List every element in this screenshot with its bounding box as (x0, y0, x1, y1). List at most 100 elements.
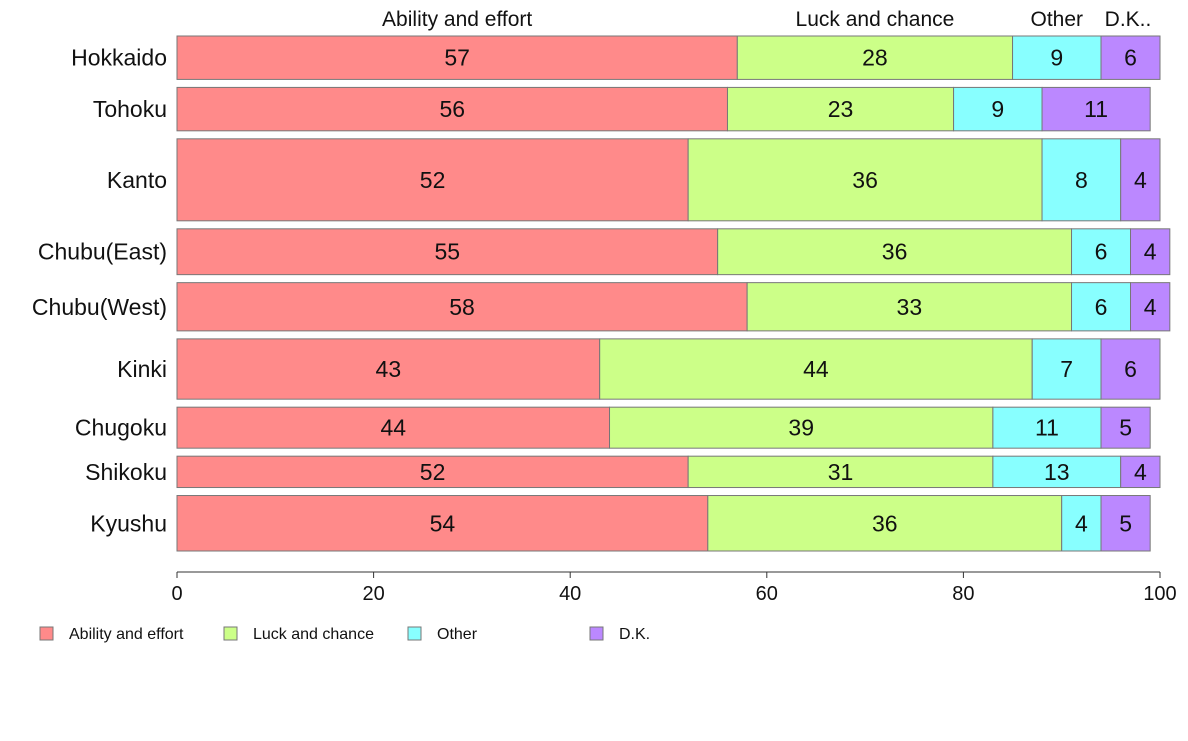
bar-shikoku-d-k (1120, 455, 1161, 489)
bar-chugoku-other (992, 406, 1102, 449)
data-label-shikoku-other: 13 (1044, 459, 1070, 485)
legend-swatch-d-k (589, 626, 604, 641)
x-tick-label-80: 80 (952, 583, 974, 605)
bar-chubu-east-d-k (1130, 228, 1171, 276)
legend-swatch-luck-and-chance (223, 626, 238, 641)
bar-chubu-east-luck-and-chance (717, 228, 1073, 276)
x-tick-label-20: 20 (362, 583, 384, 605)
data-label-kanto-ability-and-effort: 52 (420, 167, 446, 193)
category-label-chugoku: Chugoku (75, 415, 167, 441)
data-label-chubu-west-luck-and-chance: 33 (897, 294, 923, 320)
data-label-shikoku-ability-and-effort: 52 (420, 459, 446, 485)
data-label-chubu-east-other: 6 (1095, 239, 1108, 265)
legend-label-luck-and-chance: Luck and chance (253, 626, 374, 643)
bar-kinki-d-k (1100, 338, 1161, 400)
bar-chubu-east-ability-and-effort (176, 228, 719, 276)
data-label-kyushu-ability-and-effort: 54 (430, 510, 456, 536)
data-label-shikoku-luck-and-chance: 31 (828, 459, 854, 485)
data-label-kinki-other: 7 (1060, 356, 1073, 382)
legend-swatch-other (407, 626, 422, 641)
data-label-tohoku-ability-and-effort: 56 (439, 96, 465, 122)
category-label-hokkaido: Hokkaido (71, 45, 167, 71)
bar-tohoku-luck-and-chance (726, 86, 955, 132)
bar-tohoku-other (953, 86, 1043, 132)
category-label-kinki: Kinki (117, 356, 167, 382)
category-label-tohoku: Tohoku (93, 96, 167, 122)
data-label-hokkaido-other: 9 (1050, 45, 1063, 71)
data-label-kinki-ability-and-effort: 43 (376, 356, 402, 382)
bar-chubu-west-d-k (1130, 282, 1171, 332)
bar-chubu-west-ability-and-effort (176, 282, 748, 332)
x-tick-label-0: 0 (171, 583, 182, 605)
data-label-chubu-west-other: 6 (1095, 294, 1108, 320)
bar-hokkaido-ability-and-effort (176, 35, 738, 80)
data-label-kyushu-luck-and-chance: 36 (872, 510, 898, 536)
data-label-kinki-d-k: 6 (1124, 356, 1137, 382)
x-axis: 0 20 40 60 80 100 (171, 571, 1177, 605)
data-label-kanto-luck-and-chance: 36 (852, 167, 878, 193)
legend-label-ability-and-effort: Ability and effort (69, 626, 184, 643)
bar-kinki-other (1031, 338, 1102, 400)
legend: Ability and effort Luck and chance Other D.… (39, 626, 650, 643)
bar-kinki-ability-and-effort (176, 338, 601, 400)
data-label-hokkaido-d-k: 6 (1124, 45, 1137, 71)
data-label-chugoku-luck-and-chance: 39 (788, 415, 814, 441)
bar-kyushu-d-k (1100, 495, 1151, 552)
bar-shikoku-other (992, 455, 1122, 489)
bar-shikoku-ability-and-effort (176, 455, 689, 489)
legend-label-other: Other (437, 626, 478, 643)
bar-kyushu-luck-and-chance (707, 495, 1063, 552)
x-tick-label-40: 40 (559, 583, 581, 605)
category-label-shikoku: Shikoku (85, 459, 167, 485)
bar-chugoku-ability-and-effort (176, 406, 611, 449)
x-tick-label-100: 100 (1143, 583, 1176, 605)
category-labels: Hokkaido Tohoku Kanto Chubu(East) Chubu(West… (32, 45, 167, 537)
bar-tohoku-d-k (1041, 86, 1151, 132)
bar-tohoku-ability-and-effort (176, 86, 728, 132)
data-label-kanto-other: 8 (1075, 167, 1088, 193)
bar-chugoku-d-k (1100, 406, 1151, 449)
data-label-chubu-east-luck-and-chance: 36 (882, 239, 908, 265)
data-label-kyushu-other: 4 (1075, 510, 1088, 536)
data-label-chubu-east-d-k: 4 (1144, 239, 1157, 265)
data-label-chubu-west-ability-and-effort: 58 (449, 294, 475, 320)
data-label-chugoku-ability-and-effort: 44 (380, 415, 406, 441)
bar-hokkaido-luck-and-chance (736, 35, 1014, 80)
column-header-luck-and-chance: Luck and chance (796, 8, 955, 31)
bar-hokkaido-d-k (1100, 35, 1161, 80)
data-label-hokkaido-luck-and-chance: 28 (862, 45, 888, 71)
category-label-chubu-west: Chubu(West) (32, 294, 167, 320)
x-tick-label-60: 60 (756, 583, 778, 605)
category-label-kanto: Kanto (107, 167, 167, 193)
column-header-ability-and-effort: Ability and effort (382, 8, 532, 31)
legend-label-d-k: D.K. (619, 626, 650, 643)
bar-hokkaido-other (1012, 35, 1102, 80)
bar-chubu-west-luck-and-chance (746, 282, 1073, 332)
bar-kanto-luck-and-chance (687, 138, 1043, 222)
data-label-chubu-west-d-k: 4 (1144, 294, 1157, 320)
data-label-kinki-luck-and-chance: 44 (803, 356, 829, 382)
data-label-tohoku-other: 9 (991, 96, 1004, 122)
data-label-shikoku-d-k: 4 (1134, 459, 1147, 485)
bar-kyushu-other (1061, 495, 1102, 552)
column-header-d-k: D.K.. (1105, 8, 1152, 31)
category-label-kyushu: Kyushu (90, 510, 167, 536)
bar-kanto-ability-and-effort (176, 138, 689, 222)
data-label-tohoku-d-k: 11 (1084, 96, 1108, 122)
column-headers: Ability and effort Luck and chance Other D.… (382, 8, 1151, 31)
data-label-chubu-east-ability-and-effort: 55 (435, 239, 461, 265)
bar-chubu-west-other (1071, 282, 1132, 332)
data-label-tohoku-luck-and-chance: 23 (828, 96, 854, 122)
data-label-hokkaido-ability-and-effort: 57 (444, 45, 470, 71)
bar-kanto-d-k (1120, 138, 1161, 222)
bar-kinki-luck-and-chance (599, 338, 1033, 400)
column-header-other: Other (1031, 8, 1084, 31)
category-label-chubu-east: Chubu(East) (38, 239, 167, 265)
data-label-kyushu-d-k: 5 (1119, 510, 1132, 536)
legend-swatch-ability-and-effort (39, 626, 54, 641)
data-label-chugoku-other: 11 (1035, 415, 1059, 441)
data-label-chugoku-d-k: 5 (1119, 415, 1132, 441)
